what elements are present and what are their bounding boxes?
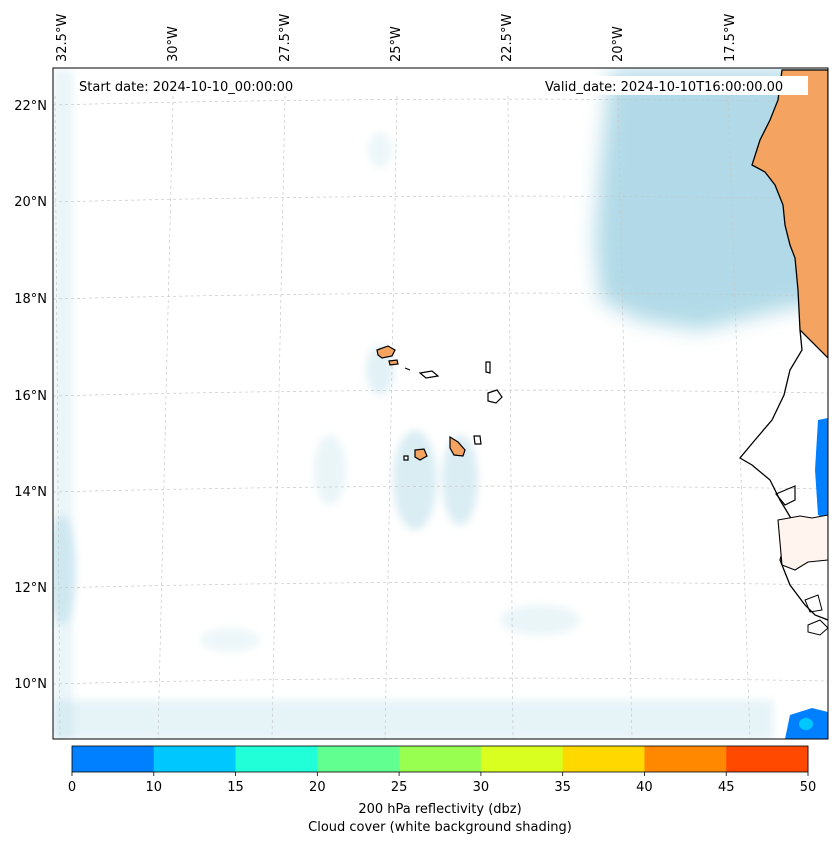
colorbar-tick-label: 0	[68, 780, 76, 795]
start-date-box	[76, 76, 312, 95]
lat-label: 12°N	[14, 581, 47, 596]
latitude-labels: 22°N 20°N 18°N 16°N 14°N 12°N 10°N	[14, 99, 47, 692]
colorbar-tick-label: 45	[718, 780, 735, 795]
colorbar-segment	[562, 746, 645, 772]
island-sao-vicente	[388, 359, 399, 366]
colorbar-ticks: 0 10 15 20 25 30 35 40 45 50	[68, 772, 816, 795]
lat-label: 22°N	[14, 99, 47, 114]
colorbar-tick-label: 10	[146, 780, 163, 795]
colorbar: 0 10 15 20 25 30 35 40 45 50 200 hPa reflectivity…	[68, 745, 816, 835]
colorbar-sublabel: Cloud cover (white background shading)	[308, 820, 572, 835]
lon-label: 32.5°W	[55, 14, 70, 62]
lon-label: 30°W	[166, 26, 181, 62]
lon-label: 27.5°W	[278, 14, 293, 62]
colorbar-tick-label: 20	[309, 780, 326, 795]
lat-label: 18°N	[14, 292, 47, 307]
mauritania-western-sahara-coast	[751, 69, 828, 359]
valid-date-label: Valid_date: 2024-10-10T16:00:00.00	[545, 80, 783, 95]
longitude-labels: 32.5°W 30°W 27.5°W 25°W 22.5°W 20°W 17.5…	[55, 14, 738, 62]
graticule	[53, 95, 828, 739]
island-fogo	[414, 448, 428, 461]
cloud-strip-south	[53, 700, 773, 739]
map-frame	[52, 67, 829, 740]
lat-label: 16°N	[14, 389, 47, 404]
island-sal	[485, 361, 491, 374]
colorbar-segment	[317, 746, 400, 772]
west-africa-land	[739, 69, 828, 636]
island-santa-luzia	[404, 367, 411, 371]
cape-verde-islands	[376, 345, 503, 461]
island-sao-nicolau	[418, 370, 440, 379]
colorbar-tick-label: 40	[636, 780, 653, 795]
lon-label: 20°W	[611, 26, 626, 62]
colorbar-segment	[235, 746, 318, 772]
colorbar-tick-label: 35	[554, 780, 571, 795]
start-date-label: Start date: 2024-10-10_00:00:00	[79, 80, 293, 95]
reflectivity-cell	[815, 418, 828, 520]
island-santo-antao	[376, 345, 396, 359]
island-brava	[403, 455, 409, 461]
colorbar-segment	[726, 746, 809, 772]
lon-label: 22.5°W	[500, 14, 515, 62]
lon-label: 25°W	[389, 26, 404, 62]
valid-date-box	[542, 76, 808, 95]
colorbar-tick-label: 50	[800, 780, 817, 795]
guinea-bissau-shading	[777, 514, 828, 571]
gambia-border	[775, 485, 796, 506]
island-santiago	[449, 435, 466, 457]
cloud-patch	[53, 515, 76, 625]
cloud-patch	[442, 435, 478, 525]
cloud-patch	[500, 605, 580, 635]
colorbar-segment	[399, 746, 482, 772]
colorbar-segment	[644, 746, 727, 772]
reflectivity-cell	[799, 718, 813, 730]
cloud-patch	[314, 435, 346, 505]
colorbar-tick-label: 25	[391, 780, 408, 795]
colorbar-segment	[480, 746, 564, 772]
colorbar-label: 200 hPa reflectivity (dbz)	[358, 802, 521, 817]
reflectivity-layer	[785, 418, 828, 739]
island-maio	[473, 435, 482, 445]
colorbar-frame	[71, 745, 809, 773]
bijagos-island	[804, 594, 823, 613]
lat-label: 20°N	[14, 195, 47, 210]
colorbar-segment	[153, 746, 237, 772]
colorbar-tick-label: 30	[473, 780, 490, 795]
lat-label: 10°N	[14, 677, 47, 692]
colorbar-tick-label: 15	[227, 780, 244, 795]
lat-label: 14°N	[14, 485, 47, 500]
senegal-coastline	[739, 329, 828, 621]
cloud-patch	[368, 132, 392, 168]
colorbar-segment	[72, 746, 155, 772]
cloud-strip-west	[53, 70, 73, 739]
cloud-patch	[393, 430, 437, 530]
bijagos-island	[807, 619, 828, 636]
colorbar-segments	[72, 746, 809, 772]
cloud-patch	[200, 628, 260, 652]
island-boa-vista	[487, 389, 503, 404]
lon-label: 17.5°W	[723, 14, 738, 62]
